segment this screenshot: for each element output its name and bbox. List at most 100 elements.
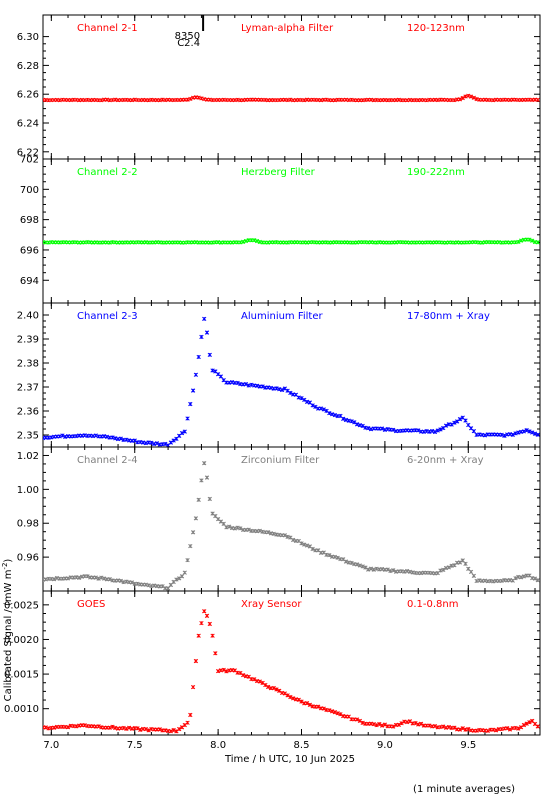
data-point <box>304 543 310 548</box>
data-point <box>335 711 340 716</box>
x-axis-label: Time / h UTC, 10 Jun 2025 <box>224 754 355 765</box>
panel-1: 6.22 6.24 6.26 6.28 6.30 Channel 2-1 Lyman-alp… <box>17 14 541 160</box>
data-point <box>193 372 199 377</box>
channel-label: Channel 2-4 <box>77 455 138 466</box>
data-point <box>502 433 507 438</box>
data-point <box>516 239 521 245</box>
data-point <box>268 385 274 391</box>
data-point <box>466 422 471 428</box>
data-point <box>391 568 396 573</box>
event-annotation: 8350 <box>175 31 200 42</box>
data-point <box>263 682 268 688</box>
data-point <box>177 576 182 581</box>
data-point <box>316 704 321 709</box>
data-point <box>446 565 451 570</box>
y-tick-label: 694 <box>20 276 39 287</box>
data-point <box>304 701 310 706</box>
data-point <box>224 669 229 674</box>
data-point <box>341 416 346 421</box>
data-point <box>118 578 123 584</box>
data-point <box>530 430 535 435</box>
data-point <box>368 566 374 571</box>
data-point <box>188 401 193 407</box>
y-tick-label: 0.0020 <box>4 635 39 646</box>
data-point <box>243 381 249 387</box>
data-point <box>313 404 318 410</box>
data-point <box>282 533 287 538</box>
data-point <box>246 527 251 532</box>
y-tick-label: 1.00 <box>17 485 39 496</box>
data-point <box>396 722 401 727</box>
y-tick-label: 0.0025 <box>4 600 39 611</box>
data-point <box>121 725 126 731</box>
panel-frame <box>42 590 541 736</box>
panel-3: 2.35 2.36 2.37 2.38 2.39 2.40 Channel 2-3 Alumi… <box>17 302 541 448</box>
data-point <box>168 440 174 445</box>
data-point <box>535 724 540 729</box>
data-point <box>265 530 271 535</box>
data-point <box>513 576 518 581</box>
data-point <box>457 417 463 422</box>
panel-frame <box>42 14 541 160</box>
data-point <box>518 575 524 580</box>
data-point <box>199 334 204 340</box>
data-point <box>463 418 468 423</box>
data-point <box>207 621 212 627</box>
data-point <box>363 565 368 570</box>
data-point <box>149 440 154 445</box>
data-point <box>76 575 82 580</box>
data-point <box>532 576 538 581</box>
y-tick-label: 2.38 <box>17 359 39 370</box>
y-tick-label: 6.28 <box>17 61 39 72</box>
data-point <box>302 397 307 403</box>
data-point <box>204 475 210 480</box>
data-point <box>302 542 307 547</box>
data-point <box>163 441 168 447</box>
data-point <box>418 721 424 726</box>
data-point <box>366 426 371 431</box>
data-point <box>443 423 449 428</box>
data-point <box>335 555 340 560</box>
data-point <box>327 553 332 558</box>
data-point <box>482 433 488 438</box>
y-tick-label: 6.30 <box>17 32 39 43</box>
data-point <box>210 368 215 373</box>
data-point <box>354 717 360 722</box>
data-point <box>338 712 343 717</box>
data-point <box>99 575 104 580</box>
data-point <box>127 725 132 730</box>
data-point <box>329 709 335 714</box>
data-point <box>260 384 265 389</box>
data-point <box>377 721 382 727</box>
data-point <box>288 694 293 700</box>
data-point <box>171 438 176 443</box>
panel-2: 694 696 698 700 702 Channel 2-2 Herzberg Filte… <box>20 155 541 304</box>
channel-label: GOES <box>77 599 105 610</box>
data-point <box>535 578 540 583</box>
y-tick-label: 6.22 <box>17 147 39 158</box>
data-point <box>379 723 385 728</box>
data-point <box>429 428 435 434</box>
data-point <box>432 429 438 435</box>
data-point <box>135 726 140 731</box>
data-point <box>207 496 212 502</box>
data-point <box>124 726 129 732</box>
data-point <box>193 658 199 664</box>
data-point <box>165 586 171 591</box>
data-point <box>129 580 135 585</box>
data-point <box>132 438 137 443</box>
data-point <box>404 719 410 725</box>
data-point <box>110 435 115 440</box>
data-point <box>310 546 315 552</box>
data-point <box>190 388 196 393</box>
data-point <box>452 420 457 425</box>
y-tick-label: 2.35 <box>17 431 39 442</box>
data-point <box>179 430 185 436</box>
data-point <box>318 406 324 411</box>
data-point <box>399 721 404 726</box>
data-point <box>527 429 532 434</box>
data-point <box>174 577 179 582</box>
data-point <box>143 726 149 732</box>
data-point <box>307 702 312 707</box>
panel-5: 0.0010 0.0015 0.0020 0.0025 GOES Xray Sensor 0… <box>4 590 541 751</box>
